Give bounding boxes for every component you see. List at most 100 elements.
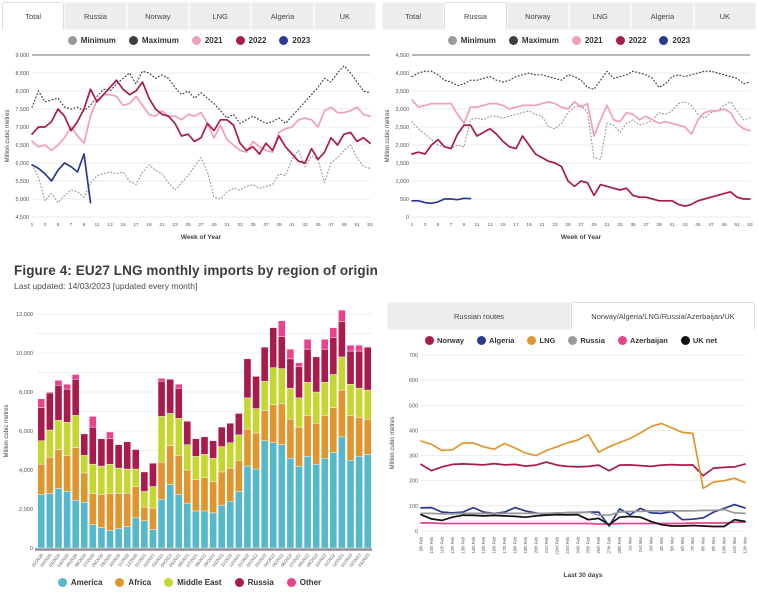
bar-segment-middle-east	[295, 397, 303, 428]
tab-lng[interactable]: LNG	[188, 2, 252, 30]
svg-text:35: 35	[250, 222, 256, 228]
svg-text:100: 100	[409, 504, 418, 510]
bar-segment-russia	[114, 444, 123, 469]
bar-segment-middle-east	[71, 415, 80, 448]
svg-text:39: 39	[656, 222, 662, 228]
svg-text:49: 49	[721, 222, 727, 228]
svg-text:16th Feb: 16th Feb	[492, 536, 497, 553]
svg-text:9th Feb: 9th Feb	[419, 536, 424, 551]
legend-item-minimum: Minimum	[447, 36, 496, 45]
legend-label: Minimum	[460, 36, 496, 45]
bar-segment-other	[157, 378, 166, 382]
legend-weekly-russia: Minimum Maximum 2021 2022 2023	[382, 30, 756, 47]
bar-segment-russia	[132, 449, 140, 470]
tab-total[interactable]: Total	[382, 2, 445, 30]
svg-text:1st Mar: 1st Mar	[628, 536, 633, 551]
tab-norway[interactable]: Norway	[506, 2, 569, 30]
svg-text:45: 45	[695, 222, 701, 228]
bar-segment-russia	[149, 462, 157, 487]
y-axis-title: Million cubic metres	[390, 417, 396, 470]
bar-segment-africa	[140, 506, 149, 521]
series-maximum	[31, 65, 371, 125]
legend-item-2021: 2021	[191, 36, 223, 45]
svg-text:53: 53	[367, 222, 373, 228]
svg-text:300: 300	[409, 454, 418, 460]
bar-segment-africa	[209, 481, 217, 514]
bar-segment-other	[295, 362, 303, 367]
svg-text:6th Mar: 6th Mar	[680, 536, 685, 551]
tab-lng[interactable]: LNG	[568, 2, 632, 30]
bar-segment-russia	[140, 471, 149, 492]
svg-text:41: 41	[289, 222, 295, 228]
svg-text:8th Mar: 8th Mar	[701, 536, 706, 551]
bar-segment-america	[278, 444, 286, 549]
bar-segment-america	[252, 468, 260, 549]
tab-total[interactable]: Total	[2, 2, 65, 30]
bar-segment-other	[346, 345, 355, 352]
legend-item-uk-net: UK net	[680, 336, 717, 345]
bar-segment-africa	[329, 407, 338, 453]
uk-net-swatch	[680, 336, 690, 345]
bar-segment-africa	[132, 486, 140, 518]
tab-russia[interactable]: Russia	[444, 2, 507, 30]
tab-algeria[interactable]: Algeria	[631, 2, 694, 30]
bar-segment-russia	[235, 413, 243, 436]
series-norway	[420, 461, 746, 477]
svg-text:47: 47	[328, 222, 334, 228]
bar-segment-america	[37, 494, 46, 549]
bar-segment-africa	[192, 479, 200, 512]
svg-text:13: 13	[107, 222, 113, 228]
svg-text:2,000: 2,000	[19, 507, 33, 513]
series-maximum	[411, 70, 751, 90]
bar-segment-middle-east	[157, 416, 166, 463]
svg-text:1: 1	[411, 222, 414, 228]
bar-segment-other	[303, 339, 312, 350]
bar-segment-america	[166, 484, 174, 549]
x-axis: 1 3 5 7 9 11 13 15 17 19 21 23 25 27 29 31 33 35 37 39 41 43 4…	[31, 222, 373, 228]
tab-norway[interactable]: Norway	[126, 2, 189, 30]
tab-uk[interactable]: UK	[693, 2, 756, 30]
svg-text:700: 700	[409, 353, 418, 359]
bar-segment-america	[183, 502, 192, 549]
svg-text:47: 47	[708, 222, 714, 228]
bar-segment-other	[278, 320, 286, 337]
svg-text:10,000: 10,000	[16, 351, 33, 357]
figure4-header: Figure 4: EU27 LNG monthly imports by re…	[14, 263, 379, 291]
bar-segment-africa	[89, 493, 97, 525]
bar-segment-middle-east	[89, 463, 97, 494]
svg-text:9: 9	[463, 222, 466, 228]
svg-text:12,000: 12,000	[16, 312, 33, 318]
bar-segment-africa	[63, 455, 71, 492]
bar-segment-middle-east	[260, 381, 269, 411]
bar-segment-america	[355, 456, 363, 549]
bar-segment-middle-east	[286, 387, 295, 420]
bar-segment-africa	[37, 463, 46, 495]
svg-text:24th Feb: 24th Feb	[575, 536, 580, 553]
bar-segment-russia	[46, 392, 54, 431]
tab-uk[interactable]: UK	[313, 2, 376, 30]
tab-russia[interactable]: Russia	[64, 2, 127, 30]
legend-label: Other	[299, 578, 322, 587]
svg-text:5: 5	[437, 222, 440, 228]
bar-segment-america	[175, 494, 183, 549]
tab-algeria[interactable]: Algeria	[251, 2, 314, 30]
svg-text:0: 0	[415, 529, 418, 535]
bar-segment-russia	[278, 336, 286, 369]
svg-text:11th Mar: 11th Mar	[732, 536, 737, 553]
bar-segment-africa	[54, 449, 63, 489]
bar-segment-other	[355, 345, 363, 352]
bar-segment-russia	[200, 436, 209, 455]
2021-swatch	[571, 36, 581, 45]
svg-text:4,500: 4,500	[396, 53, 410, 59]
svg-text:21st Feb: 21st Feb	[544, 536, 549, 553]
tab-norway-algeria-lng-russia-azerbaijan-uk[interactable]: Norway/Algeria/LNG/Russia/Azerbaijan/UK	[571, 302, 755, 330]
svg-text:53: 53	[747, 222, 753, 228]
panel-monthly-imports: 0 2,000 4,000 6,000 8,000 10,000 12,000 01/2020…	[0, 300, 379, 589]
bar-segment-america	[149, 529, 157, 549]
2022-swatch	[235, 36, 245, 45]
tab-russian-routes[interactable]: Russian routes	[387, 302, 571, 330]
bar-segment-russia	[303, 348, 312, 383]
bar-segment-america	[106, 530, 114, 549]
bar-segment-america	[303, 456, 312, 549]
series-2022	[31, 79, 371, 164]
